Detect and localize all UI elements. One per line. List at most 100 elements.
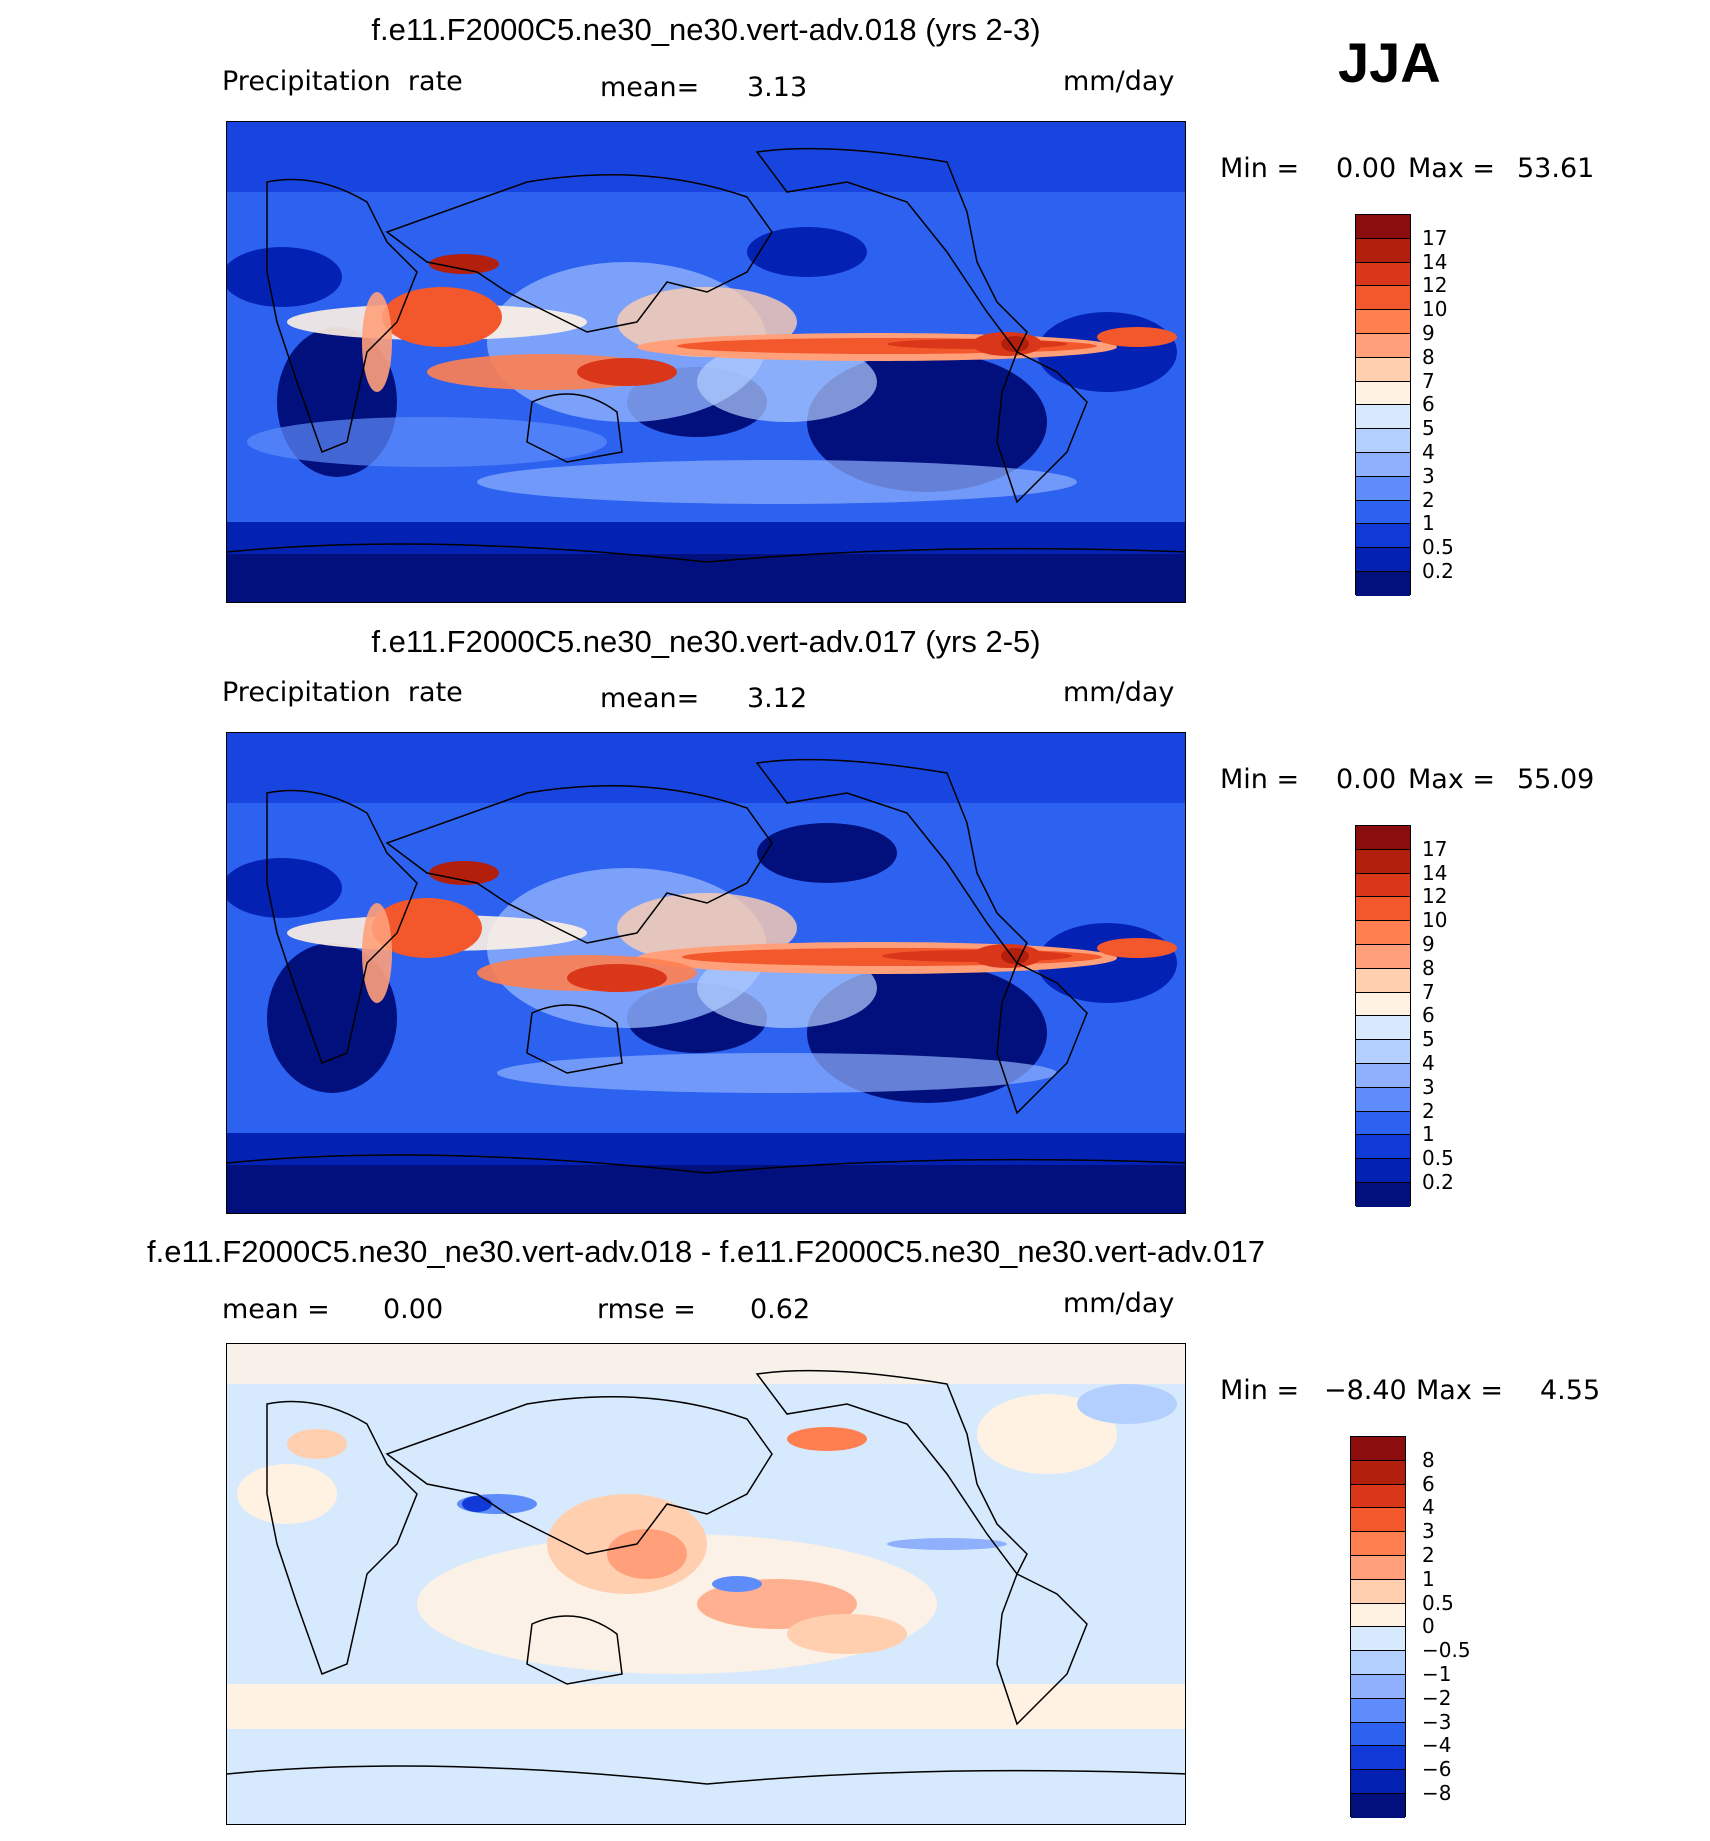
colorbar-box <box>1351 1437 1405 1461</box>
panel-3-units: mm/day <box>1063 1288 1175 1319</box>
panel-2-max-label: Max = <box>1408 764 1496 795</box>
panel-1-map <box>226 121 1186 603</box>
colorbar-tick-label: 9 <box>1422 932 1435 956</box>
colorbar-tick-label: 8 <box>1422 1447 1435 1472</box>
colorbar-box <box>1356 1111 1410 1136</box>
panel-1-title: f.e11.F2000C5.ne30_ne30.vert-adv.018 (yr… <box>371 12 1041 47</box>
panel-3-max-value: 4.55 <box>1540 1375 1601 1406</box>
colorbar-box <box>1356 357 1410 382</box>
colorbar-tick-label: −0.5 <box>1422 1638 1471 1663</box>
colorbar-tick-label: 12 <box>1422 273 1448 298</box>
colorbar-box <box>1356 548 1410 572</box>
colorbar-box <box>1356 452 1410 477</box>
colorbar-box <box>1356 476 1410 501</box>
colorbar-box <box>1356 968 1410 993</box>
colorbar-tick-label: 6 <box>1422 1471 1435 1496</box>
colorbar-tick-label: 7 <box>1422 368 1435 393</box>
panel-2-precip-field <box>227 733 1185 1213</box>
panel-3-min-label: Min = <box>1220 1375 1300 1406</box>
colorbar-tick-label: 7 <box>1422 979 1435 1004</box>
panel-1-colorbar <box>1355 214 1411 596</box>
colorbar-box <box>1356 215 1410 239</box>
colorbar-tick-label: −1 <box>1422 1662 1452 1686</box>
colorbar-tick-label: −4 <box>1422 1733 1452 1758</box>
panel-1-mean-value: 3.13 <box>747 72 808 103</box>
colorbar-box <box>1351 1627 1405 1652</box>
panel-1-units: mm/day <box>1063 66 1175 97</box>
colorbar-box <box>1351 1460 1405 1485</box>
panel-2-min-value: 0.00 <box>1336 764 1397 795</box>
colorbar-box <box>1351 1651 1405 1675</box>
colorbar-tick-label: 17 <box>1422 836 1448 861</box>
colorbar-tick-label: 5 <box>1422 1027 1435 1052</box>
panel-2-min-label: Min = <box>1220 764 1300 795</box>
panel-3-title: f.e11.F2000C5.ne30_ne30.vert-adv.018 - f… <box>147 1234 1265 1269</box>
colorbar-box <box>1351 1746 1405 1771</box>
colorbar-box <box>1351 1555 1405 1580</box>
colorbar-tick-label: 0.2 <box>1422 559 1454 583</box>
panel-3-rmse-value: 0.62 <box>750 1294 811 1325</box>
panel-3-rmse-label: rmse = <box>597 1294 696 1325</box>
colorbar-tick-label: 4 <box>1422 1495 1435 1520</box>
colorbar-box <box>1356 381 1410 406</box>
panel-3-max-label: Max = <box>1416 1375 1504 1406</box>
panel-2-mean-label: mean= <box>600 683 700 714</box>
panel-1-min-label: Min = <box>1220 153 1300 184</box>
colorbar-box <box>1356 286 1410 311</box>
colorbar-tick-label: −3 <box>1422 1709 1452 1734</box>
colorbar-tick-label: 1 <box>1422 1122 1435 1147</box>
colorbar-tick-label: 0 <box>1422 1614 1435 1639</box>
colorbar-tick-label: 4 <box>1422 440 1435 464</box>
panel-1-max-label: Max = <box>1408 153 1496 184</box>
colorbar-box <box>1356 1040 1410 1064</box>
colorbar-box <box>1351 1603 1405 1628</box>
colorbar-tick-label: 0.5 <box>1422 1590 1454 1615</box>
colorbar-tick-label: 14 <box>1422 860 1448 885</box>
colorbar-tick-label: 9 <box>1422 321 1435 345</box>
panel-1-max-value: 53.61 <box>1517 153 1595 184</box>
colorbar-box <box>1356 992 1410 1017</box>
panel-2-colorbar <box>1355 825 1411 1207</box>
colorbar-box <box>1351 1722 1405 1747</box>
colorbar-box <box>1356 921 1410 945</box>
colorbar-tick-label: 14 <box>1422 249 1448 274</box>
colorbar-box <box>1356 849 1410 874</box>
colorbar-tick-label: −2 <box>1422 1685 1452 1710</box>
colorbar-box <box>1356 571 1410 596</box>
colorbar-tick-label: 10 <box>1422 297 1448 322</box>
panel-3-difference-field <box>227 1344 1185 1824</box>
colorbar-tick-label: 0.5 <box>1422 535 1454 560</box>
colorbar-tick-label: 0.5 <box>1422 1146 1454 1171</box>
colorbar-tick-label: 3 <box>1422 1519 1435 1544</box>
panel-2-units: mm/day <box>1063 677 1175 708</box>
panel-3-mean-value: 0.00 <box>383 1294 444 1325</box>
colorbar-box <box>1356 429 1410 453</box>
season-label: JJA <box>1338 31 1441 94</box>
colorbar-tick-label: 1 <box>1422 511 1435 536</box>
colorbar-box <box>1356 1182 1410 1207</box>
panel-1-min-value: 0.00 <box>1336 153 1397 184</box>
panel-1-mean-label: mean= <box>600 72 700 103</box>
panel-1-precip-field <box>227 122 1185 602</box>
colorbar-box <box>1356 1063 1410 1088</box>
colorbar-tick-label: 6 <box>1422 1003 1435 1028</box>
colorbar-box <box>1351 1674 1405 1699</box>
colorbar-box <box>1356 1159 1410 1183</box>
panel-1-variable: Precipitation rate <box>222 66 463 97</box>
panel-3-min-value: −8.40 <box>1324 1375 1407 1406</box>
colorbar-box <box>1356 238 1410 263</box>
colorbar-tick-label: 5 <box>1422 416 1435 441</box>
colorbar-box <box>1356 897 1410 922</box>
panel-2-mean-value: 3.12 <box>747 683 808 714</box>
colorbar-tick-label: −8 <box>1422 1781 1452 1805</box>
panel-3-map <box>226 1343 1186 1825</box>
panel-2-map <box>226 732 1186 1214</box>
colorbar-tick-label: 12 <box>1422 884 1448 909</box>
colorbar-box <box>1356 1135 1410 1160</box>
colorbar-box <box>1356 826 1410 850</box>
colorbar-box <box>1356 500 1410 525</box>
colorbar-box <box>1356 262 1410 287</box>
colorbar-tick-label: 6 <box>1422 392 1435 417</box>
colorbar-tick-label: 8 <box>1422 955 1435 980</box>
